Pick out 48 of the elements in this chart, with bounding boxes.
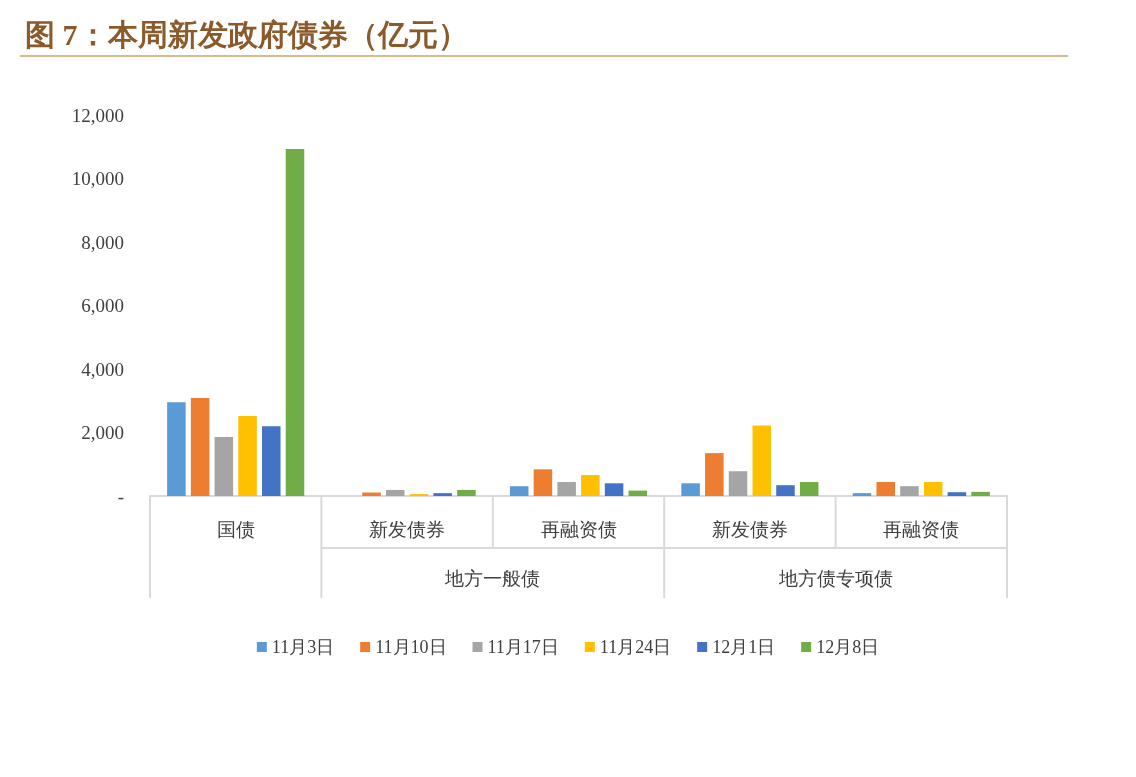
bar bbox=[214, 436, 234, 496]
legend-label: 11月17日 bbox=[487, 637, 559, 657]
legend-label: 11月3日 bbox=[271, 637, 335, 657]
text: 地方债专项债 bbox=[777, 567, 893, 589]
x-tick-label: 再融资债 bbox=[883, 519, 960, 540]
bar bbox=[799, 482, 819, 496]
bar bbox=[433, 493, 452, 496]
bar bbox=[728, 471, 748, 496]
y-tick-label: 8,000 bbox=[81, 231, 124, 253]
legend-label: 12月1日 bbox=[712, 637, 776, 657]
bar bbox=[776, 485, 795, 496]
bar bbox=[971, 491, 990, 496]
bar bbox=[262, 426, 281, 496]
bar bbox=[628, 490, 648, 496]
text: 地方一般债 bbox=[444, 567, 541, 589]
chart-title: 图 7：本周新发政府债券（亿元） bbox=[25, 17, 468, 51]
bar bbox=[947, 492, 967, 496]
bar bbox=[190, 397, 210, 496]
x-tick-label: 新发债券 bbox=[711, 519, 788, 540]
y-tick-label: - bbox=[117, 485, 124, 507]
bar bbox=[533, 469, 553, 496]
bar bbox=[581, 475, 600, 496]
y-tick-label: 2,000 bbox=[81, 422, 124, 443]
bar bbox=[385, 489, 405, 496]
y-tick-label: 10,000 bbox=[71, 168, 124, 189]
bar bbox=[509, 486, 529, 496]
bar bbox=[900, 486, 919, 496]
bar bbox=[705, 453, 724, 496]
legend-label: 11月10日 bbox=[375, 637, 447, 657]
y-tick-label: 12,000 bbox=[71, 104, 124, 126]
bar bbox=[285, 148, 305, 496]
bar bbox=[752, 425, 772, 496]
x-tick-label: 新发债券 bbox=[369, 519, 446, 540]
bar bbox=[457, 489, 476, 496]
y-tick-label: 6,000 bbox=[81, 295, 124, 316]
bar bbox=[557, 482, 576, 496]
bar bbox=[681, 483, 700, 496]
bar bbox=[167, 402, 186, 496]
bar bbox=[238, 415, 257, 496]
bar bbox=[852, 493, 872, 496]
bar bbox=[923, 482, 943, 496]
x-tick-label: 国债 bbox=[216, 519, 255, 540]
legend-label: 12月8日 bbox=[816, 637, 880, 657]
y-tick-label: 4,000 bbox=[81, 358, 124, 380]
bar bbox=[604, 483, 624, 496]
legend-label: 11月24日 bbox=[599, 637, 672, 657]
x-tick-label: 再融资债 bbox=[540, 519, 617, 540]
bar bbox=[876, 482, 895, 496]
